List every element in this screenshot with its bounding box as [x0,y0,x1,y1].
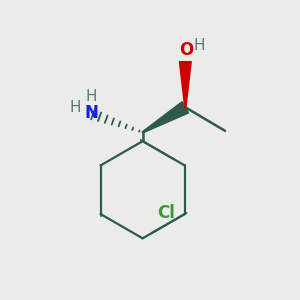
Text: O: O [179,41,193,59]
Polygon shape [179,62,191,107]
Text: H: H [70,100,81,116]
Polygon shape [142,102,189,133]
Text: H: H [85,89,97,104]
Text: Cl: Cl [158,205,175,223]
Text: N: N [84,104,98,122]
Text: H: H [194,38,205,53]
